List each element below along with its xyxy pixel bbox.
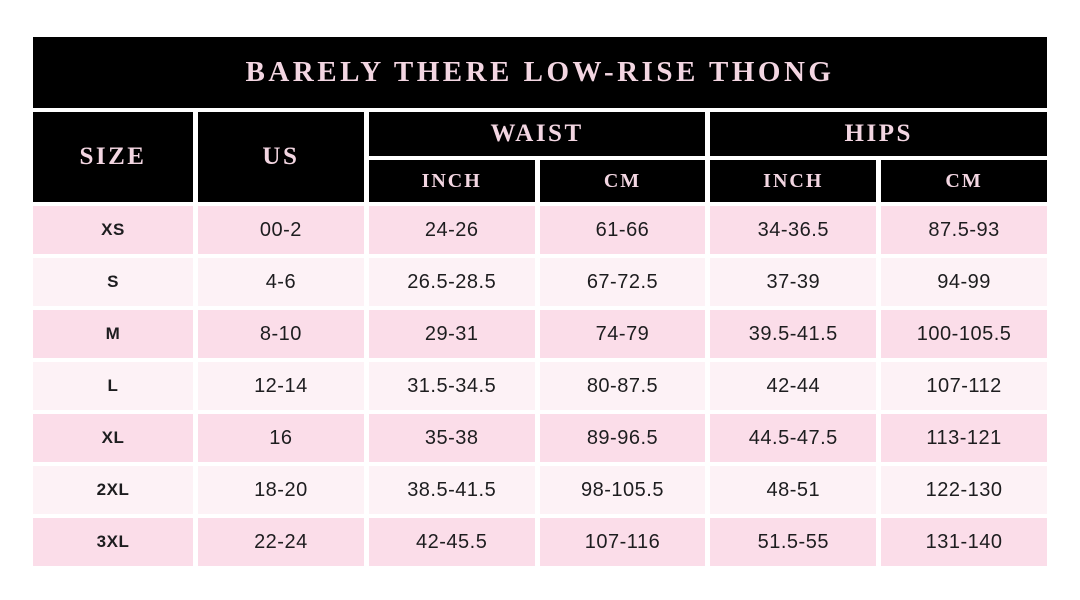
waist-cm-value: 107-116	[539, 518, 706, 566]
us-size-value: 12-14	[198, 362, 364, 410]
column-group-hips: HIPS	[710, 112, 1047, 156]
waist-inch-value: 26.5-28.5	[368, 258, 535, 306]
waist-inch-value: 24-26	[368, 206, 535, 254]
waist-cm-value: 67-72.5	[539, 258, 706, 306]
column-header-hips-inch: INCH	[710, 160, 877, 202]
table-row: XL 16 35-38 89-96.5 44.5-47.5 113-121	[33, 414, 1047, 462]
hips-cm-value: 113-121	[881, 414, 1047, 462]
hips-cm-value: 100-105.5	[881, 310, 1047, 358]
hips-cm-value: 107-112	[881, 362, 1047, 410]
size-label: XL	[33, 414, 193, 462]
waist-inch-value: 29-31	[368, 310, 535, 358]
column-group-waist: WAIST	[368, 112, 706, 156]
us-size-value: 22-24	[198, 518, 364, 566]
size-label: M	[33, 310, 193, 358]
waist-inch-value: 38.5-41.5	[368, 466, 535, 514]
size-label: XS	[33, 206, 193, 254]
size-label: 2XL	[33, 466, 193, 514]
us-size-value: 16	[198, 414, 364, 462]
column-header-hips-cm: CM	[881, 160, 1047, 202]
us-size-value: 8-10	[198, 310, 364, 358]
table-row: L 12-14 31.5-34.5 80-87.5 42-44 107-112	[33, 362, 1047, 410]
sub-header-row: INCH CM INCH CM	[33, 160, 1047, 202]
table-row: 2XL 18-20 38.5-41.5 98-105.5 48-51 122-1…	[33, 466, 1047, 514]
waist-inch-value: 42-45.5	[368, 518, 535, 566]
hips-cm-value: 87.5-93	[881, 206, 1047, 254]
waist-cm-value: 74-79	[539, 310, 706, 358]
size-label: S	[33, 258, 193, 306]
waist-inch-value: 35-38	[368, 414, 535, 462]
chart-title: BARELY THERE LOW-RISE THONG	[33, 37, 1047, 108]
hips-cm-value: 122-130	[881, 466, 1047, 514]
column-header-size: SIZE	[33, 112, 193, 202]
hips-inch-value: 44.5-47.5	[710, 414, 877, 462]
size-label: 3XL	[33, 518, 193, 566]
us-size-value: 4-6	[198, 258, 364, 306]
waist-cm-value: 61-66	[539, 206, 706, 254]
column-header-waist-inch: INCH	[368, 160, 535, 202]
table-row: 3XL 22-24 42-45.5 107-116 51.5-55 131-14…	[33, 518, 1047, 566]
hips-cm-value: 94-99	[881, 258, 1047, 306]
waist-inch-value: 31.5-34.5	[368, 362, 535, 410]
column-header-waist-cm: CM	[539, 160, 706, 202]
waist-cm-value: 98-105.5	[539, 466, 706, 514]
size-chart-table: BARELY THERE LOW-RISE THONG SIZE US WAIS…	[28, 33, 1052, 570]
table-body: XS 00-2 24-26 61-66 34-36.5 87.5-93 S 4-…	[33, 206, 1047, 566]
table-row: M 8-10 29-31 74-79 39.5-41.5 100-105.5	[33, 310, 1047, 358]
hips-inch-value: 42-44	[710, 362, 877, 410]
hips-inch-value: 48-51	[710, 466, 877, 514]
table-row: XS 00-2 24-26 61-66 34-36.5 87.5-93	[33, 206, 1047, 254]
hips-cm-value: 131-140	[881, 518, 1047, 566]
waist-cm-value: 80-87.5	[539, 362, 706, 410]
table-header: BARELY THERE LOW-RISE THONG SIZE US WAIS…	[33, 37, 1047, 202]
us-size-value: 00-2	[198, 206, 364, 254]
hips-inch-value: 39.5-41.5	[710, 310, 877, 358]
hips-inch-value: 34-36.5	[710, 206, 877, 254]
waist-cm-value: 89-96.5	[539, 414, 706, 462]
column-header-us: US	[198, 112, 364, 202]
hips-inch-value: 37-39	[710, 258, 877, 306]
table-row: S 4-6 26.5-28.5 67-72.5 37-39 94-99	[33, 258, 1047, 306]
us-size-value: 18-20	[198, 466, 364, 514]
group-header-row: SIZE US WAIST HIPS	[33, 112, 1047, 202]
title-row: BARELY THERE LOW-RISE THONG	[33, 37, 1047, 108]
hips-inch-value: 51.5-55	[710, 518, 877, 566]
size-label: L	[33, 362, 193, 410]
